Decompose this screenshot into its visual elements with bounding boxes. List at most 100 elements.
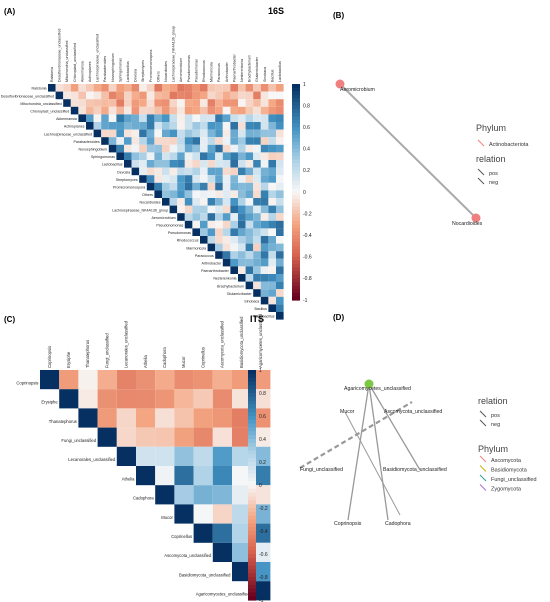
- colorbar-tick: -0.8: [303, 276, 312, 282]
- row-label: Coprinellus: [171, 534, 192, 539]
- heat-cell: [124, 99, 132, 107]
- heat-cell: [230, 236, 238, 244]
- heat-cell: [245, 251, 254, 259]
- col-label: Mitochondria_unclassified: [65, 41, 69, 82]
- heat-cell: [70, 84, 79, 92]
- heat-cell: [136, 446, 156, 466]
- heat-cell: [155, 446, 175, 466]
- colorbar-segment: [292, 246, 300, 251]
- heat-cell: [238, 205, 246, 214]
- heat-cell: [146, 144, 155, 153]
- heat-cell: [162, 175, 170, 183]
- heat-cell: [276, 182, 284, 191]
- heat-cell: [260, 99, 269, 107]
- heat-cell: [154, 182, 162, 191]
- heat-cell: [184, 99, 193, 107]
- heat-cell: [253, 213, 261, 221]
- heat-cell: [276, 312, 284, 320]
- row-label: Glutamicibacter: [227, 292, 253, 296]
- heat-cell: [230, 228, 238, 236]
- heat-cell: [260, 160, 269, 168]
- heat-cell: [276, 99, 284, 107]
- heat-cell: [222, 236, 231, 244]
- heat-cell: [268, 236, 276, 244]
- heat-cell: [276, 160, 284, 168]
- heat-cell: [238, 129, 246, 138]
- heat-cell: [116, 84, 124, 92]
- colorbar-segment: [292, 235, 300, 240]
- colorbar-segment: [248, 485, 256, 490]
- heat-cell: [215, 228, 223, 236]
- edge-fungi-ascomycota: [299, 401, 413, 469]
- col-label: Chloroplast_unclassified: [73, 43, 77, 82]
- heat-cell: [222, 160, 231, 168]
- heat-cell: [146, 167, 155, 176]
- heat-cell: [177, 198, 185, 206]
- heat-cell: [116, 137, 124, 145]
- node-label-mucor: Mucor: [340, 409, 355, 415]
- col-label: Nesterenkonia: [240, 59, 244, 82]
- heat-cell: [93, 114, 102, 122]
- colorbar-segment: [248, 400, 256, 406]
- col-label: Fungi_unclassified: [104, 333, 109, 368]
- heat-cell: [260, 289, 269, 297]
- heat-cell: [162, 129, 170, 138]
- col-label: Brachybacterium: [248, 55, 252, 82]
- colorbar-segment: [292, 181, 300, 186]
- heat-cell: [253, 167, 261, 176]
- heat-cell: [260, 243, 269, 252]
- heat-cell: [177, 160, 185, 168]
- col-label: Devosia: [134, 69, 138, 82]
- heat-cell: [245, 99, 254, 107]
- row-label: Paracoccus: [195, 254, 214, 258]
- heat-cell: [253, 137, 261, 145]
- colorbar-segment: [248, 508, 256, 513]
- col-label: Glutamicibacter: [255, 56, 259, 82]
- heat-cell: [215, 213, 223, 221]
- heat-cell: [238, 190, 246, 198]
- colorbar-tick: -1: [303, 298, 308, 304]
- col-label: Paracoccus: [217, 63, 221, 82]
- heat-cell: [155, 485, 175, 505]
- heat-cell: [268, 289, 276, 297]
- heat-cell: [124, 84, 132, 92]
- legend-d-phylum-list: Ascomycota Basidiomycota Fungi_unclassifie…: [479, 455, 537, 493]
- heat-cell: [230, 99, 238, 107]
- heat-cell: [230, 205, 238, 214]
- heat-cell: [116, 129, 124, 138]
- heat-cell: [222, 152, 231, 160]
- heat-cell: [212, 504, 232, 524]
- heat-cell: [169, 152, 178, 160]
- heat-cell: [193, 485, 213, 505]
- heat-cell: [276, 228, 284, 236]
- node-label-nocardioides: Nocardioides: [452, 221, 483, 227]
- heat-cell: [232, 389, 252, 409]
- heat-cell: [124, 122, 132, 130]
- colorbar-segment: [292, 224, 300, 229]
- colorbar-segment: [292, 163, 300, 168]
- heat-cell: [131, 106, 140, 115]
- heat-cell: [177, 84, 185, 92]
- colorbar-segment: [248, 385, 256, 390]
- heat-cell: [245, 91, 254, 100]
- legend-b-neg-key: [477, 177, 485, 185]
- colorbar-segment: [292, 296, 300, 301]
- colorbar-segment: [248, 462, 256, 467]
- colorbar-segment: [248, 580, 256, 586]
- colorbar-tick: 1: [303, 82, 306, 88]
- col-label: Coprinopsis: [47, 346, 52, 368]
- heat-cell: [155, 427, 175, 447]
- heat-cell: [155, 466, 175, 486]
- heat-cell: [169, 99, 178, 107]
- legend-d-relation-title: relation: [478, 396, 508, 406]
- colorbar-segment: [248, 569, 256, 574]
- col-label: Athelia: [143, 355, 148, 368]
- colorbar-segment: [248, 515, 256, 521]
- heat-cell: [222, 122, 231, 130]
- row-label: Devosia: [117, 170, 130, 174]
- heat-cell: [192, 220, 200, 229]
- heat-cell: [268, 274, 276, 282]
- heat-cell: [177, 144, 185, 153]
- heat-cell: [207, 84, 216, 92]
- heat-cell: [276, 91, 284, 100]
